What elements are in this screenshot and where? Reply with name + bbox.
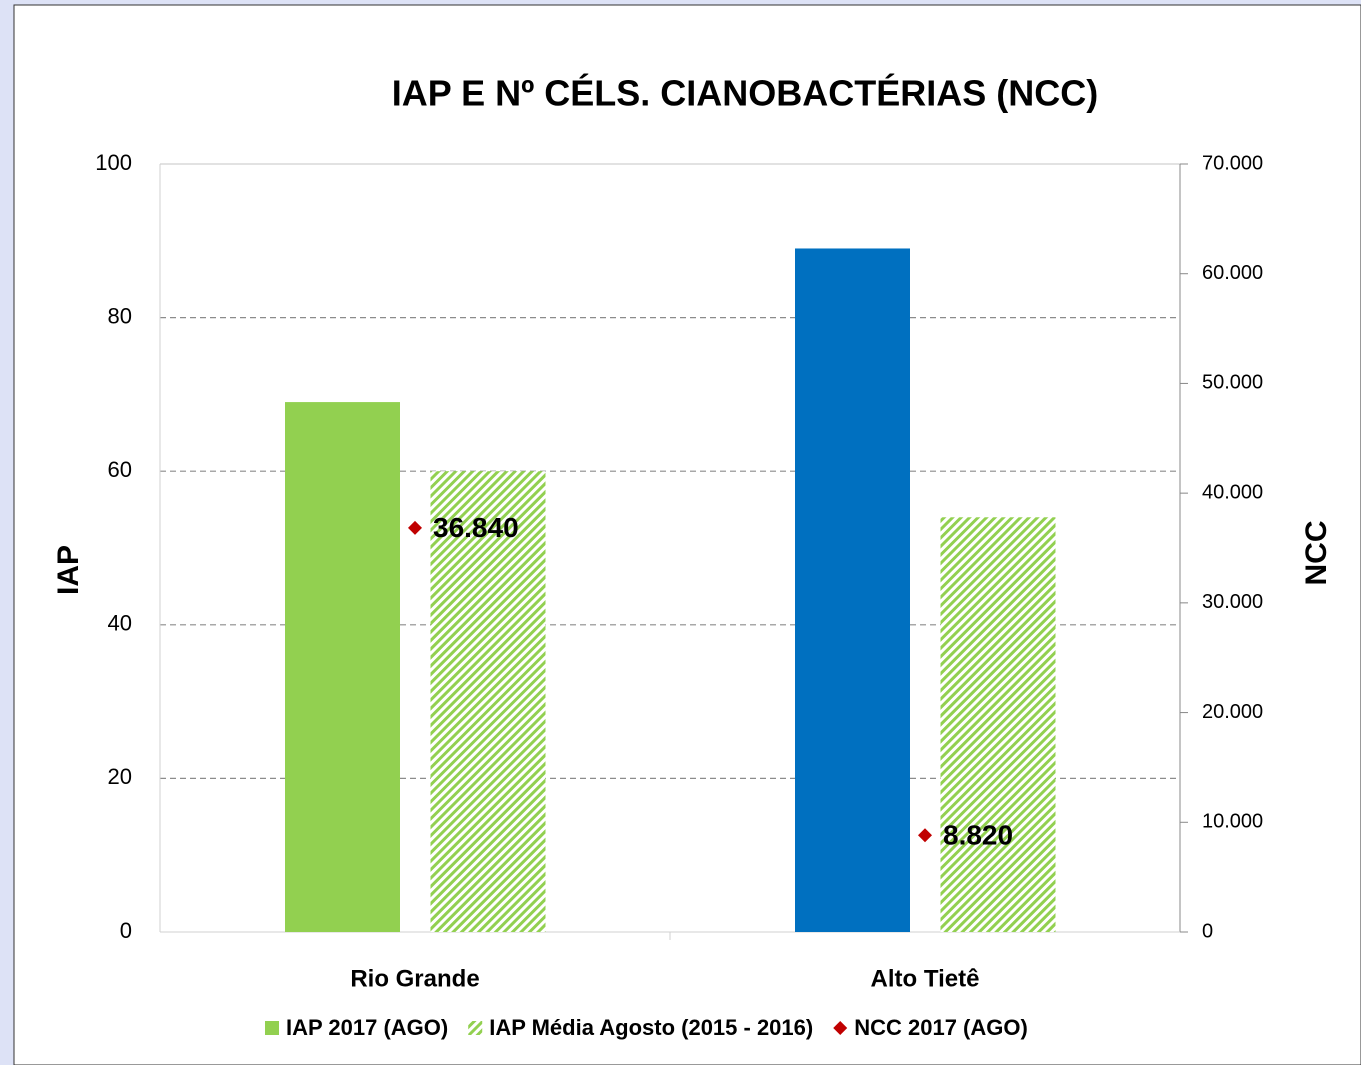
- marker: [918, 828, 932, 843]
- chart-area: [13, 4, 1361, 1065]
- y-axis-label: IAP: [52, 545, 85, 595]
- data-label: 8.820: [943, 820, 1013, 851]
- chart-title: IAP E Nº CÉLS. CIANOBACTÉRIAS (NCC): [392, 73, 1099, 114]
- y-tick-label: 20: [108, 764, 132, 789]
- y-tick-label: 60: [108, 457, 132, 482]
- y2-tick-label: 10.000: [1202, 811, 1263, 833]
- legend-marker: [833, 1021, 848, 1035]
- bar: [430, 471, 546, 932]
- legend-swatch: [265, 1021, 279, 1035]
- y2-axis-label: NCC: [1300, 521, 1333, 586]
- y2-tick-label: 30.000: [1202, 591, 1263, 613]
- legend-label: IAP 2017 (AGO): [286, 1015, 448, 1040]
- x-tick-label: Alto Tietê: [871, 965, 980, 992]
- legend-swatch: [468, 1021, 483, 1035]
- y2-tick-label: 60.000: [1202, 262, 1263, 284]
- y-tick-label: 80: [108, 303, 132, 328]
- bar: [795, 248, 910, 933]
- y2-tick-label: 50.000: [1202, 372, 1263, 394]
- y-tick-label: 0: [120, 918, 132, 943]
- data-label: 36.840: [433, 512, 519, 543]
- bar: [285, 402, 400, 933]
- x-tick-label: Rio Grande: [350, 965, 479, 992]
- legend-label: IAP Média Agosto (2015 - 2016): [489, 1015, 813, 1040]
- y2-tick-label: 0: [1202, 920, 1213, 942]
- y-tick-label: 40: [108, 611, 132, 636]
- y2-tick-label: 20.000: [1202, 701, 1263, 723]
- y2-tick-label: 40.000: [1202, 481, 1263, 503]
- bar: [940, 517, 1056, 932]
- y2-tick-label: 70.000: [1202, 152, 1263, 174]
- marker: [408, 520, 422, 535]
- y-tick-label: 100: [95, 150, 132, 175]
- legend-label: NCC 2017 (AGO): [854, 1015, 1028, 1040]
